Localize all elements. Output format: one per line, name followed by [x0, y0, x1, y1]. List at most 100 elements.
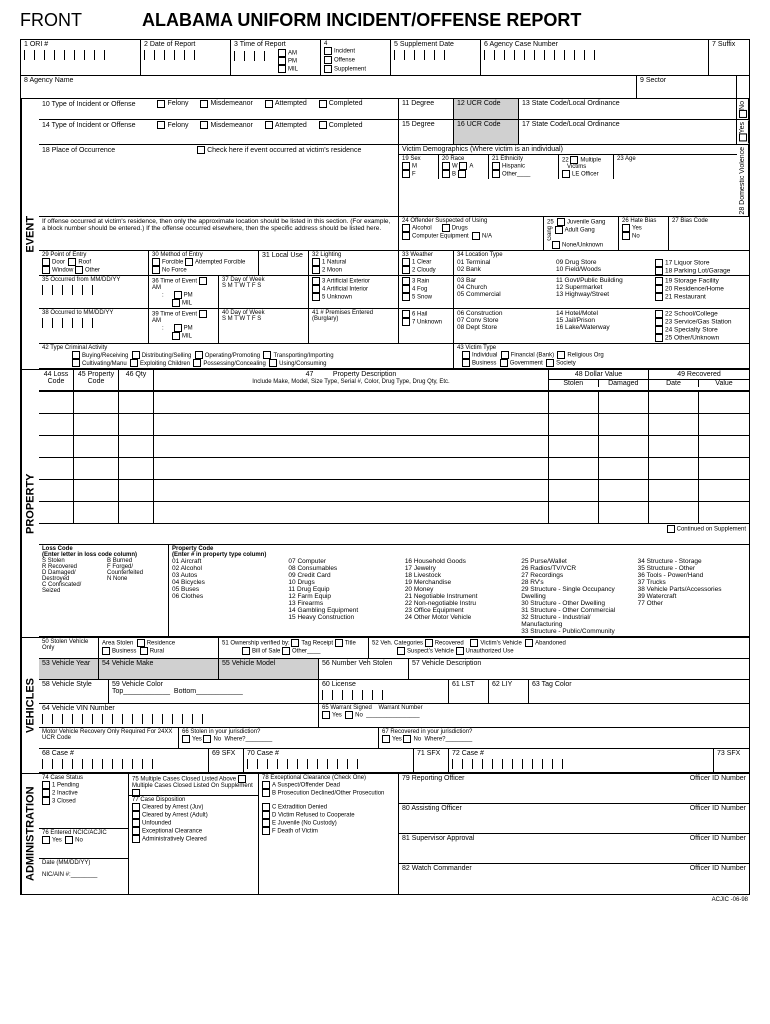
mil[interactable]: MIL	[288, 67, 298, 73]
field-78[interactable]: 78 Exceptional Clearance (Check One) A S…	[259, 774, 398, 836]
field-18[interactable]: 18 Place of Occurrence Check here if eve…	[39, 145, 399, 217]
opt[interactable]: Misdemeanor	[210, 122, 252, 129]
field-30[interactable]: 30 Method of Entry Forcible Attempted Fo…	[149, 251, 259, 275]
field-ori[interactable]: 1 ORI #	[21, 40, 141, 75]
field-63[interactable]: 63 Tag Color	[529, 680, 749, 703]
field-date-report[interactable]: 2 Date of Report	[141, 40, 231, 75]
field-43[interactable]: 43 Victim Type Individual Financial (Ban…	[454, 344, 749, 368]
field-46: 46 Qty	[119, 370, 154, 390]
field-66[interactable]: 66 Stolen in your jurisdiction? Yes No W…	[179, 728, 379, 748]
field-agency-name[interactable]: 8 Agency Name	[21, 76, 637, 98]
field-27[interactable]: 27 Bias Code	[669, 217, 749, 250]
opt[interactable]: Attempted	[275, 100, 307, 107]
date-nic[interactable]: Date (MM/DD/YY) NIC/AIN #:________	[39, 859, 128, 894]
field-64[interactable]: 64 Vehicle VIN Number	[39, 704, 319, 727]
field-suffix[interactable]: 7 Suffix	[709, 40, 749, 75]
field-26[interactable]: 26 Hate BiasYesNo	[619, 217, 669, 250]
field-52[interactable]: 52 Veh. Categories Recovered Victim's Ve…	[369, 638, 749, 658]
field-81[interactable]: 81 Supervisor ApprovalOfficer ID Number	[399, 834, 749, 864]
field-68[interactable]: 68 Case #	[39, 749, 209, 772]
label: 17 State Code/Local Ordinance	[522, 121, 620, 128]
field-12[interactable]: 12 UCR Code	[454, 99, 519, 120]
field-31[interactable]: 31 Local Use	[259, 251, 309, 275]
opt[interactable]: Felony	[167, 100, 188, 107]
field-55[interactable]: 55 Vehicle Model	[219, 659, 319, 679]
field-50[interactable]: 50 Stolen Vehicle Only	[39, 638, 99, 658]
label: 9 Sector	[640, 77, 733, 84]
field-agency-case[interactable]: 6 Agency Case Number	[481, 40, 709, 75]
opt[interactable]: Offense	[334, 57, 355, 63]
field-40[interactable]: 40 Day of Week S M T W T F S	[219, 309, 309, 343]
field-69[interactable]: 69 SFX	[209, 749, 244, 772]
pm[interactable]: PM	[288, 59, 297, 65]
label: 14 Type of Incident or Offense	[42, 122, 136, 129]
field-60[interactable]: 60 License	[319, 680, 449, 703]
field-51[interactable]: 51 Ownership verified by: Tag Receipt Ti…	[219, 638, 369, 658]
field-10[interactable]: 10 Type of Incident or Offense Felony Mi…	[39, 99, 399, 120]
label: 7 Suffix	[712, 41, 746, 48]
field-49: 49 Recovered DateValue	[649, 370, 749, 390]
area-stolen[interactable]: Area Stolen Residence Business Rural	[99, 638, 219, 658]
field-72[interactable]: 72 Case #	[449, 749, 714, 772]
field-75[interactable]: 75 Multiple Cases Closed Listed Above Mu…	[129, 774, 258, 796]
field-34c: 06 Construction07 Conv Store08 Dept Stor…	[454, 309, 749, 343]
opt[interactable]: Supplement	[334, 66, 366, 72]
field-71[interactable]: 71 SFX	[414, 749, 449, 772]
field-53[interactable]: 53 Vehicle Year	[39, 659, 99, 679]
field-11[interactable]: 11 Degree	[399, 99, 454, 120]
field-70[interactable]: 70 Case #	[244, 749, 414, 772]
field-74[interactable]: 74 Case Status 1 Pending 2 Inactive 3 Cl…	[39, 774, 128, 829]
field-34[interactable]: 34 Location Type 01 Terminal02 Bank 09 D…	[454, 251, 749, 275]
field-73[interactable]: 73 SFX	[714, 749, 749, 772]
property-rows[interactable]	[39, 391, 749, 523]
label: 13 State Code/Local Ordinance	[522, 100, 620, 107]
field-39[interactable]: 39 Time of Event AM : PM MIL	[149, 309, 219, 343]
field-36[interactable]: 36 Time of Event AM : PM MIL	[149, 276, 219, 308]
field-25[interactable]: 25 Juvenile Gang Gang Adult Gang None/Un…	[544, 217, 619, 250]
opt[interactable]: Completed	[329, 122, 363, 129]
field-14[interactable]: 14 Type of Incident or Offense Felony Mi…	[39, 120, 399, 143]
am[interactable]: AM	[288, 51, 297, 57]
field-supplement-date[interactable]: 5 Supplement Date	[391, 40, 481, 75]
continued[interactable]: Continued on Supplement	[39, 524, 749, 544]
label: 5 Supplement Date	[394, 41, 477, 48]
field-76[interactable]: 76 Entered NCIC/ACJIC Yes No	[39, 829, 128, 859]
field-61[interactable]: 61 LST	[449, 680, 489, 703]
field-42[interactable]: 42 Type Criminal Activity Buying/Receivi…	[39, 344, 454, 368]
field-13[interactable]: 13 State Code/Local Ordinance	[519, 99, 737, 120]
field-59[interactable]: 59 Vehicle Color Top____________ Bottom_…	[109, 680, 319, 703]
field-33[interactable]: 33 Weather 1 Clear 2 Cloudy	[399, 251, 454, 275]
field-41[interactable]: 41 # Premises Entered (Burglary)	[309, 309, 399, 343]
field-38[interactable]: 38 Occurred to MM/DD/YY	[39, 309, 149, 343]
field-16[interactable]: 16 UCR Code	[454, 120, 519, 143]
field-82[interactable]: 82 Watch CommanderOfficer ID Number	[399, 864, 749, 894]
field-54[interactable]: 54 Vehicle Make	[99, 659, 219, 679]
field-sector[interactable]: 9 Sector	[637, 76, 737, 98]
field-33b: 3 Rain 4 Fog 5 Snow	[399, 276, 454, 308]
field-58[interactable]: 58 Vehicle Style	[39, 680, 109, 703]
field-79[interactable]: 79 Reporting OfficerOfficer ID Number	[399, 774, 749, 804]
field-62[interactable]: 62 LIY	[489, 680, 529, 703]
event-label: EVENT	[21, 99, 39, 370]
field-57[interactable]: 57 Vehicle Description	[409, 659, 749, 679]
field-type-report[interactable]: 4 IncidentOffenseSupplement	[321, 40, 391, 75]
field-15[interactable]: 15 Degree	[399, 120, 454, 143]
field-80[interactable]: 80 Assisting OfficerOfficer ID Number	[399, 804, 749, 834]
field-77[interactable]: 77 Case Disposition Cleared by Arrest (J…	[129, 796, 258, 844]
field-29[interactable]: 29 Point of Entry Door Roof Window Other	[39, 251, 149, 275]
field-37[interactable]: 37 Day of Week S M T W T F S	[219, 276, 309, 308]
opt[interactable]: Completed	[329, 100, 363, 107]
field-56[interactable]: 56 Number Veh Stolen	[319, 659, 409, 679]
opt[interactable]: Misdemeanor	[210, 100, 252, 107]
field-67[interactable]: 67 Recovered in your jurisdiction? Yes N…	[379, 728, 749, 748]
opt[interactable]: Felony	[167, 122, 188, 129]
field-32[interactable]: 32 Lighting 1 Natural 2 Moon	[309, 251, 399, 275]
opt[interactable]: Attempted	[275, 122, 307, 129]
field-17[interactable]: 17 State Code/Local Ordinance	[519, 120, 737, 143]
opt[interactable]: Check here if event occurred at victim's…	[207, 147, 361, 154]
field-time-report[interactable]: 3 Time of Report AMPMMIL	[231, 40, 321, 75]
opt[interactable]: Incident	[334, 49, 355, 55]
field-35[interactable]: 35 Occurred from MM/DD/YY	[39, 276, 149, 308]
field-65[interactable]: 65 Warrant Signed Warrant Number Yes No …	[319, 704, 749, 727]
field-24[interactable]: 24 Offender Suspected of Using Alcohol D…	[399, 217, 544, 250]
